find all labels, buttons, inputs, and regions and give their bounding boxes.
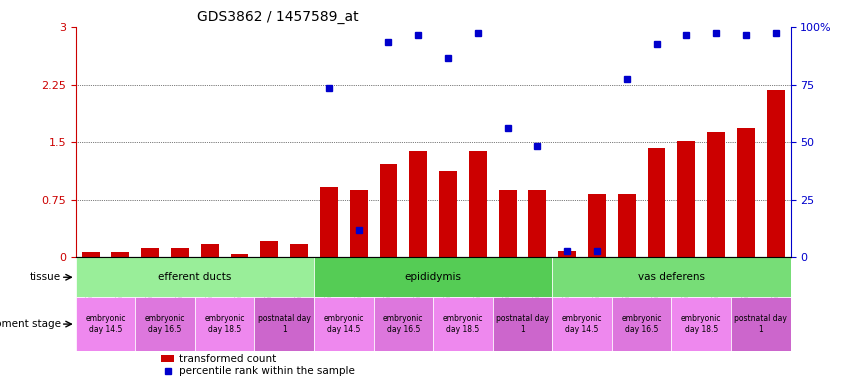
Bar	[767, 90, 785, 257]
Text: transformed count: transformed count	[179, 354, 277, 364]
FancyBboxPatch shape	[314, 297, 373, 351]
Bar	[528, 190, 547, 257]
FancyBboxPatch shape	[493, 297, 553, 351]
FancyBboxPatch shape	[76, 297, 135, 351]
FancyBboxPatch shape	[254, 297, 314, 351]
FancyBboxPatch shape	[553, 257, 791, 297]
Bar	[350, 190, 368, 257]
Bar	[290, 243, 308, 257]
Text: epididymis: epididymis	[405, 272, 462, 282]
Bar	[439, 171, 457, 257]
Text: embryonic
day 18.5: embryonic day 18.5	[442, 314, 483, 334]
Bar	[379, 164, 397, 257]
Text: embryonic
day 14.5: embryonic day 14.5	[562, 314, 602, 334]
Bar	[320, 187, 338, 257]
Bar	[410, 151, 427, 257]
Text: embryonic
day 16.5: embryonic day 16.5	[621, 314, 662, 334]
Bar	[499, 190, 516, 257]
Bar	[161, 355, 174, 362]
Text: vas deferens: vas deferens	[637, 272, 705, 282]
FancyBboxPatch shape	[433, 297, 493, 351]
FancyBboxPatch shape	[671, 297, 731, 351]
FancyBboxPatch shape	[135, 297, 195, 351]
Text: postnatal day
1: postnatal day 1	[496, 314, 549, 334]
Bar	[230, 253, 248, 257]
Bar	[261, 240, 278, 257]
FancyBboxPatch shape	[195, 297, 254, 351]
Bar	[111, 252, 130, 257]
Text: embryonic
day 18.5: embryonic day 18.5	[681, 314, 722, 334]
Text: embryonic
day 14.5: embryonic day 14.5	[324, 314, 364, 334]
Bar	[82, 252, 99, 257]
FancyBboxPatch shape	[731, 297, 791, 351]
Text: embryonic
day 18.5: embryonic day 18.5	[204, 314, 245, 334]
Bar	[737, 128, 754, 257]
Text: efferent ducts: efferent ducts	[158, 272, 231, 282]
Text: percentile rank within the sample: percentile rank within the sample	[179, 366, 355, 376]
Text: embryonic
day 16.5: embryonic day 16.5	[383, 314, 424, 334]
Text: postnatal day
1: postnatal day 1	[734, 314, 787, 334]
FancyBboxPatch shape	[611, 297, 671, 351]
Bar	[201, 244, 219, 257]
FancyBboxPatch shape	[314, 257, 553, 297]
Bar	[648, 147, 665, 257]
FancyBboxPatch shape	[553, 297, 611, 351]
Bar	[558, 251, 576, 257]
Bar	[141, 248, 159, 257]
Text: embryonic
day 16.5: embryonic day 16.5	[145, 314, 185, 334]
Bar	[707, 132, 725, 257]
Bar	[171, 248, 189, 257]
Text: embryonic
day 14.5: embryonic day 14.5	[85, 314, 125, 334]
Bar	[468, 151, 487, 257]
Bar	[677, 141, 696, 257]
Text: tissue: tissue	[29, 272, 61, 282]
FancyBboxPatch shape	[373, 297, 433, 351]
FancyBboxPatch shape	[76, 257, 314, 297]
Text: GDS3862 / 1457589_at: GDS3862 / 1457589_at	[197, 10, 359, 25]
Text: development stage: development stage	[0, 319, 61, 329]
Bar	[588, 194, 606, 257]
Bar	[618, 194, 636, 257]
Text: postnatal day
1: postnatal day 1	[257, 314, 310, 334]
